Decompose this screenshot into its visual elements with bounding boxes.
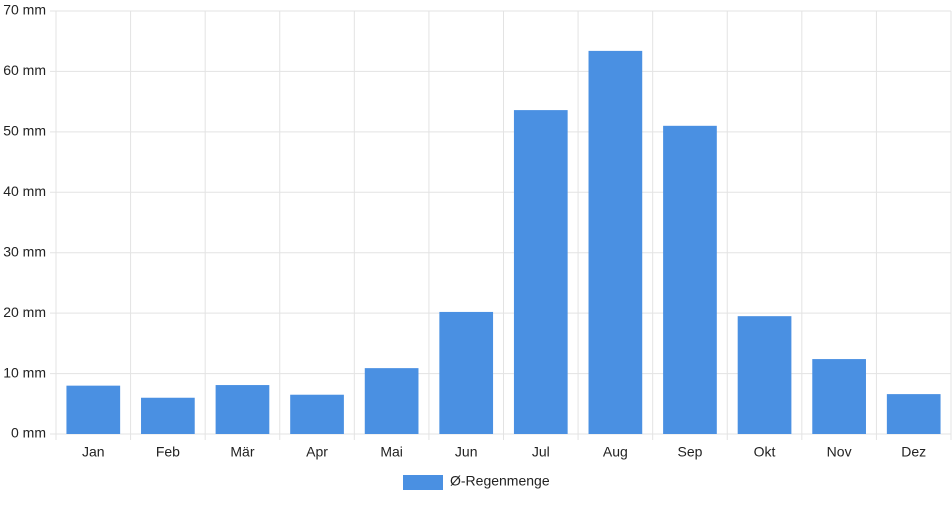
x-tick-label: Feb [156,444,180,460]
x-tick-label: Nov [827,444,852,460]
x-tick-label: Aug [603,444,628,460]
y-tick-label: 40 mm [3,183,46,199]
x-tick-label: Jan [82,444,105,460]
x-tick-label: Mär [230,444,254,460]
bar [290,394,344,434]
y-tick-label: 30 mm [3,243,46,259]
x-tick-label: Apr [306,444,328,460]
legend-label: Ø-Regenmenge [450,473,550,489]
bar [364,368,419,434]
y-tick-label: 0 mm [11,425,46,441]
bar [737,316,792,434]
y-tick-label: 60 mm [3,62,46,78]
x-tick-label: Dez [901,444,926,460]
bar [513,110,568,435]
legend-swatch [403,475,443,490]
x-tick-label: Jul [532,444,550,460]
x-tick-label: Jun [455,444,478,460]
x-tick-label: Okt [754,444,776,460]
bar [812,359,866,434]
bar [439,311,494,434]
y-tick-label: 10 mm [3,364,46,380]
x-tick-label: Sep [677,444,702,460]
y-tick-label: 50 mm [3,123,46,139]
bar [886,394,941,434]
bar [66,385,121,434]
y-tick-label: 70 mm [3,2,46,18]
y-tick-label: 20 mm [3,304,46,320]
x-tick-label: Mai [380,444,403,460]
bar [215,385,270,434]
bar [141,397,195,434]
bar [663,125,717,435]
bar [588,50,643,434]
